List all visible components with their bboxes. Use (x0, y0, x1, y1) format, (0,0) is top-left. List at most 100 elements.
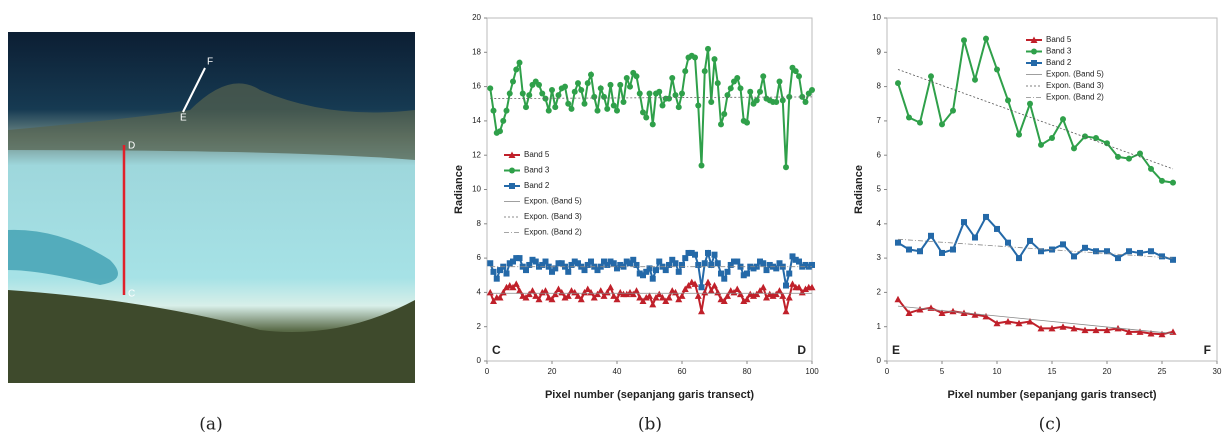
point (571, 288, 579, 296)
x-tick-label: 100 (805, 367, 819, 376)
point (633, 287, 640, 294)
y-tick-label: 0 (877, 356, 882, 365)
x-tick-label: 5 (940, 367, 945, 376)
point (733, 285, 741, 292)
point (633, 73, 640, 80)
point (636, 90, 643, 97)
caption: (a) (199, 415, 222, 435)
point (692, 251, 698, 258)
x-tick-label: 60 (678, 367, 687, 376)
point (623, 75, 630, 82)
point (766, 261, 773, 268)
chart: 0 2 4 6 8 10 12 14 16 18 20 0 20 40 60 80 100 Pixel numbe… (453, 13, 819, 401)
point (610, 292, 618, 299)
y-tick-label: 18 (472, 47, 481, 56)
channel (8, 229, 118, 285)
point (1016, 255, 1022, 262)
point (773, 99, 780, 106)
point (1070, 324, 1078, 332)
point (1071, 145, 1077, 152)
point (672, 288, 679, 296)
point (1016, 131, 1022, 138)
point (568, 105, 575, 112)
point (1027, 237, 1033, 244)
point (916, 306, 924, 313)
point (487, 85, 494, 92)
point (711, 251, 718, 258)
point (601, 258, 607, 265)
point (610, 102, 617, 109)
point (763, 267, 770, 274)
legend-label: Expon. (Band 2) (1046, 93, 1104, 102)
point (532, 258, 539, 265)
point (740, 297, 748, 304)
point (600, 292, 608, 299)
point (711, 56, 718, 63)
land (8, 290, 415, 383)
point (757, 258, 763, 265)
point (642, 294, 650, 301)
legend-label: Band 2 (524, 181, 550, 190)
point (1038, 248, 1044, 255)
y-tick-label: 16 (472, 82, 481, 91)
point (894, 295, 902, 303)
point (597, 287, 605, 294)
point (584, 285, 592, 292)
point (665, 294, 673, 301)
y-tick-label: 3 (877, 253, 882, 262)
point (549, 268, 555, 275)
point (542, 287, 549, 294)
point (795, 283, 803, 291)
point (510, 78, 516, 85)
point (623, 290, 631, 298)
point (721, 111, 728, 118)
point (672, 260, 679, 267)
point (610, 260, 617, 267)
annotation: C (492, 343, 501, 357)
point (604, 105, 611, 112)
point (808, 283, 816, 291)
point (679, 90, 685, 97)
point (506, 90, 513, 97)
point (961, 219, 967, 226)
y-tick-label: 8 (477, 219, 482, 228)
x-tick-label: 25 (1158, 367, 1167, 376)
point (743, 295, 751, 303)
point (636, 294, 644, 301)
point (708, 99, 715, 106)
point (503, 107, 510, 114)
point (724, 292, 731, 299)
point (497, 128, 503, 135)
point (571, 258, 578, 265)
point (490, 107, 497, 114)
point (590, 294, 598, 301)
legend-label: Expon. (Band 2) (524, 228, 582, 237)
y-tick-label: 8 (877, 82, 882, 91)
point (906, 114, 912, 121)
point (542, 95, 549, 102)
point (782, 307, 790, 315)
point (555, 285, 562, 292)
point (675, 104, 682, 111)
y-axis-label: Radiance (853, 165, 865, 214)
point (649, 121, 656, 128)
point (757, 88, 763, 95)
x-tick-label: 80 (743, 367, 752, 376)
point (564, 292, 572, 299)
point (588, 258, 594, 265)
point (1147, 330, 1155, 337)
point (685, 282, 692, 289)
point (597, 85, 604, 92)
point (760, 73, 767, 80)
point (503, 283, 510, 291)
legend-marker (509, 167, 515, 174)
point (666, 95, 672, 102)
point (1060, 116, 1066, 123)
point (1015, 319, 1023, 327)
point (516, 255, 523, 262)
point (1125, 328, 1133, 335)
point (724, 268, 731, 275)
point (789, 253, 796, 260)
point (675, 268, 682, 275)
point (731, 258, 737, 265)
